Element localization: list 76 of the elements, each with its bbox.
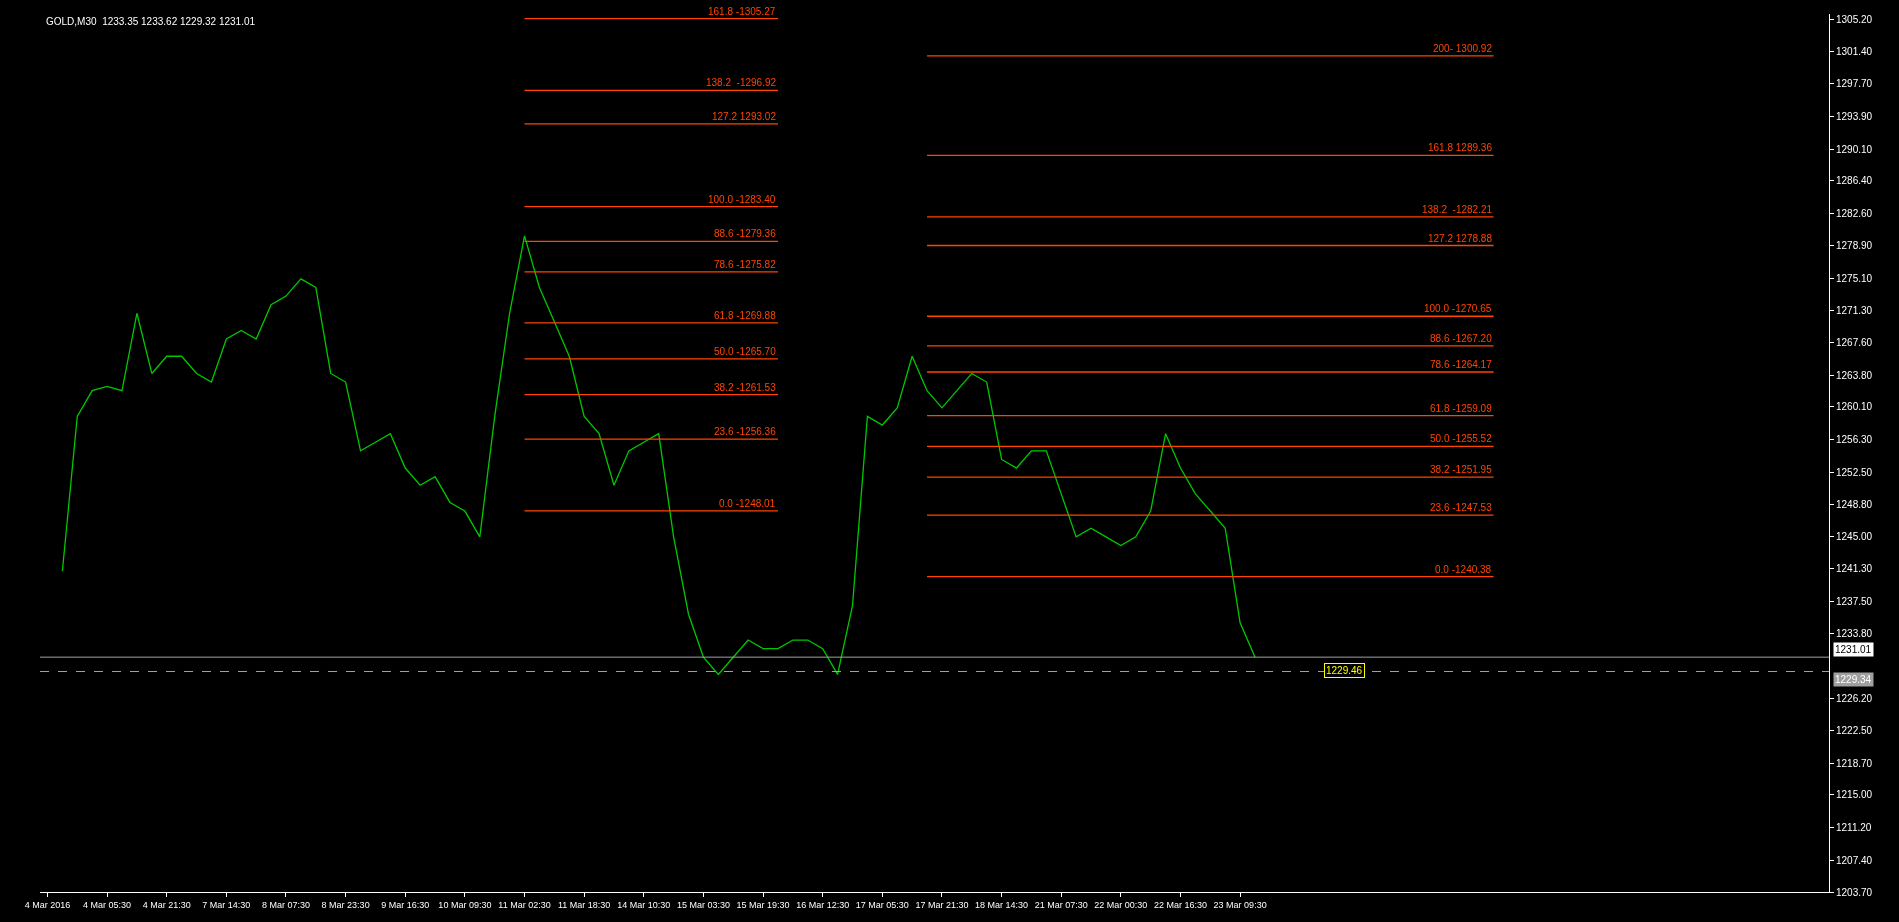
x-tick-label: 7 Mar 14:30 (202, 899, 251, 910)
x-tick-label: 15 Mar 03:30 (676, 899, 730, 910)
x-tick-label: 18 Mar 14:30 (975, 899, 1029, 910)
y-tick-label: 1271.30 (1836, 305, 1873, 317)
x-tick-label: 22 Mar 16:30 (1153, 899, 1208, 910)
line-series (61, 235, 1256, 676)
series-label: 0.0 -1248.01 (719, 498, 776, 509)
y-tick-label: 1297.70 (1836, 78, 1873, 90)
x-tick-label: 8 Mar 23:30 (321, 899, 370, 910)
y-tick-label: 1252.50 (1836, 466, 1873, 478)
y-tick-label: 1282.60 (1836, 208, 1873, 220)
y-tick-label: 1218.70 (1836, 757, 1873, 769)
x-tick-label: 8 Mar 07:30 (261, 899, 311, 910)
x-tick-label: 4 Mar 05:30 (83, 899, 132, 910)
y-tick-label: 1305.20 (1836, 13, 1873, 25)
series-label: 23.6 -1256.36 (714, 426, 777, 437)
series-label: 100.0 -1270.65 (1424, 303, 1492, 314)
y-tick-label: 1263.80 (1836, 369, 1873, 381)
y-tick-label: 1256.30 (1836, 434, 1873, 446)
annotation: 1229.46 (1326, 665, 1363, 676)
y-tick-label: 1226.20 (1836, 693, 1873, 705)
y-tick-label: 1233.80 (1836, 627, 1873, 639)
ref-line-label: 1229.34 (1835, 674, 1872, 685)
series-label: 78.6 -1275.82 (714, 259, 777, 270)
y-tick-label: 1222.50 (1836, 724, 1873, 736)
series-label: 23.6 -1247.53 (1430, 502, 1493, 513)
series-label: 88.6 -1267.20 (1430, 333, 1493, 344)
y-tick-label: 1275.10 (1836, 272, 1873, 284)
y-tick-label: 1237.50 (1836, 595, 1873, 607)
x-tick-label: 14 Mar 10:30 (617, 899, 671, 910)
ref-line-label: 1231.01 (1835, 644, 1872, 655)
x-tick-label: 4 Mar 2016 (24, 899, 71, 910)
y-tick-label: 1260.10 (1836, 401, 1873, 413)
y-tick-label: 1211.20 (1836, 822, 1872, 833)
chart-title: GOLD,M30 1233.35 1233.62 1229.32 1231.01 (46, 16, 256, 27)
y-tick-label: 1241.30 (1836, 563, 1873, 575)
series-label: 127.2 1278.88 (1428, 233, 1493, 244)
series-label: 61.8 -1259.09 (1430, 403, 1493, 414)
series-label: 50.0 -1265.70 (714, 346, 777, 357)
x-tick-label: 16 Mar 12:30 (796, 899, 850, 910)
y-tick-label: 1215.00 (1836, 789, 1873, 801)
x-tick-label: 22 Mar 00:30 (1094, 899, 1148, 910)
x-tick-label: 21 Mar 07:30 (1034, 899, 1088, 910)
series-label: 38.2 -1251.95 (1430, 464, 1493, 475)
series-label: 38.2 -1261.53 (714, 382, 777, 393)
series-label: 50.0 -1255.52 (1430, 433, 1493, 444)
series-label: 61.8 -1269.88 (714, 310, 777, 321)
series-label: 138.2 -1296.92 (706, 77, 777, 88)
series-label: 200- 1300.92 (1433, 43, 1493, 54)
x-tick-label: 17 Mar 05:30 (855, 899, 909, 910)
y-tick-label: 1267.60 (1836, 337, 1873, 348)
x-tick-label: 11 Mar 02:30 (498, 899, 551, 910)
series-label: 78.6 -1264.17 (1430, 359, 1493, 370)
series-label: 138.2 -1282.21 (1422, 204, 1493, 215)
series-label: 0.0 -1240.38 (1435, 564, 1492, 575)
x-tick-label: 10 Mar 09:30 (438, 899, 492, 910)
x-tick-label: 9 Mar 16:30 (381, 899, 430, 910)
x-tick-label: 17 Mar 21:30 (915, 899, 969, 910)
y-tick-label: 1248.80 (1836, 498, 1873, 510)
series-label: 88.6 -1279.36 (714, 228, 777, 239)
series-label: 127.2 1293.02 (712, 111, 777, 122)
y-tick-label: 1203.70 (1836, 886, 1873, 898)
y-tick-label: 1286.40 (1836, 175, 1873, 187)
x-tick-label: 23 Mar 09:30 (1213, 899, 1267, 910)
x-tick-label: 15 Mar 19:30 (736, 899, 790, 910)
y-tick-label: 1207.40 (1836, 854, 1873, 866)
x-tick-label: 4 Mar 21:30 (142, 899, 191, 910)
series-label: 161.8 -1305.27 (708, 6, 776, 17)
y-tick-label: 1301.40 (1836, 46, 1873, 58)
y-tick-label: 1290.10 (1836, 143, 1873, 155)
y-tick-label: 1245.00 (1836, 531, 1873, 543)
series-label: 161.8 1289.36 (1428, 142, 1493, 153)
y-tick-label: 1293.90 (1836, 110, 1873, 122)
series-label: 100.0 -1283.40 (708, 194, 776, 205)
y-tick-label: 1278.90 (1836, 239, 1873, 251)
x-tick-label: 11 Mar 18:30 (557, 899, 611, 910)
